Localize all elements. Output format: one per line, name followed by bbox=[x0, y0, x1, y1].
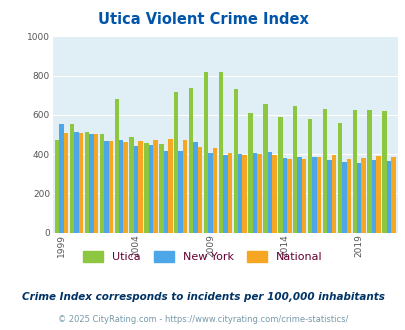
Bar bbox=[341, 162, 346, 233]
Bar bbox=[242, 155, 246, 233]
Bar bbox=[233, 89, 237, 233]
Bar bbox=[223, 155, 227, 233]
Bar bbox=[168, 139, 172, 233]
Bar bbox=[282, 158, 286, 233]
Bar bbox=[74, 132, 79, 233]
Bar bbox=[252, 153, 257, 233]
Bar bbox=[267, 152, 271, 233]
Bar bbox=[390, 157, 395, 233]
Bar bbox=[104, 141, 108, 233]
Legend: Utica, New York, National: Utica, New York, National bbox=[79, 247, 326, 267]
Bar bbox=[301, 159, 306, 233]
Bar bbox=[367, 110, 371, 233]
Bar bbox=[178, 151, 183, 233]
Bar bbox=[108, 141, 113, 233]
Bar bbox=[257, 154, 261, 233]
Bar bbox=[208, 153, 212, 233]
Bar bbox=[346, 159, 350, 233]
Bar bbox=[307, 119, 311, 233]
Bar bbox=[85, 132, 89, 233]
Bar bbox=[138, 141, 143, 233]
Bar bbox=[297, 157, 301, 233]
Bar bbox=[326, 160, 331, 233]
Bar bbox=[277, 117, 282, 233]
Bar bbox=[212, 148, 217, 233]
Bar bbox=[237, 154, 242, 233]
Bar bbox=[337, 123, 341, 233]
Bar bbox=[134, 146, 138, 233]
Bar bbox=[203, 72, 208, 233]
Bar bbox=[119, 140, 123, 233]
Bar bbox=[148, 145, 153, 233]
Bar bbox=[271, 155, 276, 233]
Bar bbox=[159, 144, 163, 233]
Bar bbox=[386, 161, 390, 233]
Bar bbox=[286, 159, 291, 233]
Bar bbox=[89, 135, 94, 233]
Bar bbox=[227, 153, 231, 233]
Bar bbox=[70, 124, 74, 233]
Bar bbox=[64, 133, 68, 233]
Bar bbox=[371, 160, 375, 233]
Bar bbox=[322, 109, 326, 233]
Bar bbox=[360, 158, 365, 233]
Bar bbox=[352, 110, 356, 233]
Bar bbox=[292, 106, 297, 233]
Bar bbox=[316, 157, 320, 233]
Text: Utica Violent Crime Index: Utica Violent Crime Index bbox=[97, 12, 308, 26]
Bar bbox=[248, 113, 252, 233]
Bar bbox=[114, 99, 119, 233]
Bar bbox=[59, 124, 64, 233]
Bar bbox=[197, 147, 202, 233]
Bar bbox=[193, 142, 197, 233]
Text: © 2025 CityRating.com - https://www.cityrating.com/crime-statistics/: © 2025 CityRating.com - https://www.city… bbox=[58, 315, 347, 324]
Bar bbox=[163, 151, 168, 233]
Bar bbox=[79, 134, 83, 233]
Bar bbox=[331, 155, 335, 233]
Bar bbox=[55, 140, 59, 233]
Bar bbox=[311, 157, 316, 233]
Bar bbox=[375, 156, 380, 233]
Bar bbox=[99, 135, 104, 233]
Bar bbox=[144, 143, 148, 233]
Bar bbox=[129, 137, 134, 233]
Bar bbox=[94, 135, 98, 233]
Bar bbox=[382, 111, 386, 233]
Bar bbox=[218, 72, 223, 233]
Bar bbox=[153, 140, 157, 233]
Text: Crime Index corresponds to incidents per 100,000 inhabitants: Crime Index corresponds to incidents per… bbox=[21, 292, 384, 302]
Bar bbox=[188, 88, 193, 233]
Bar bbox=[356, 163, 360, 233]
Bar bbox=[174, 92, 178, 233]
Bar bbox=[123, 142, 128, 233]
Bar bbox=[183, 140, 187, 233]
Bar bbox=[262, 104, 267, 233]
